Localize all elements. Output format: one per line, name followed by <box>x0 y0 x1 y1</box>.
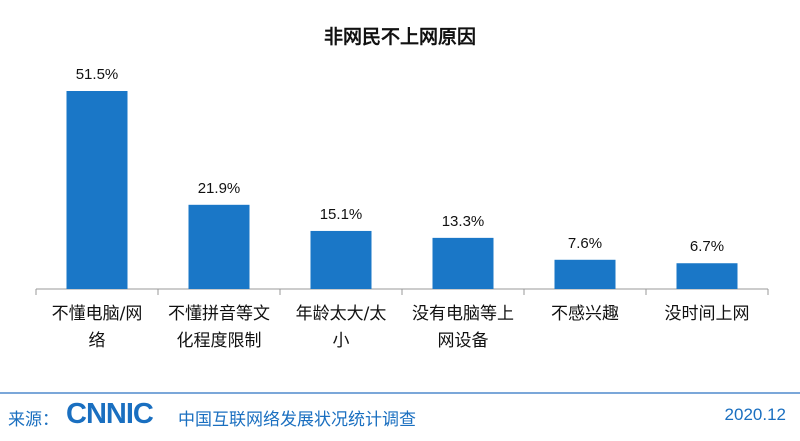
bar <box>310 230 372 289</box>
x-tick-label: 小 <box>333 331 350 351</box>
footer-divider <box>0 392 800 394</box>
x-tick-label: 没有电脑等上 <box>412 304 514 324</box>
bar <box>432 237 494 289</box>
x-tick-label: 不懂电脑/网 <box>52 304 143 324</box>
bar <box>676 263 738 289</box>
chart-title: 非网民不上网原因 <box>323 26 476 48</box>
bar <box>66 91 128 289</box>
bar <box>554 259 616 289</box>
bar <box>188 204 250 289</box>
source-label: 来源： <box>8 410 59 430</box>
data-label: 13.3% <box>442 213 485 230</box>
x-tick-label: 年龄太大/太 <box>296 304 387 324</box>
x-tick-label: 化程度限制 <box>177 331 262 351</box>
data-label: 7.6% <box>568 235 602 252</box>
data-label: 51.5% <box>76 66 119 83</box>
data-label: 21.9% <box>198 180 241 197</box>
cnnic-logo: CNNIC <box>66 398 154 430</box>
x-tick-label: 网设备 <box>438 331 489 351</box>
data-label: 6.7% <box>690 238 724 255</box>
source-text: 中国互联网络发展状况统计调查 <box>178 410 416 430</box>
report-date: 2020.12 <box>724 405 786 424</box>
x-tick-label: 没时间上网 <box>665 304 750 324</box>
x-tick-label: 络 <box>89 331 106 351</box>
data-label: 15.1% <box>320 206 363 223</box>
x-tick-label: 不感兴趣 <box>551 304 619 324</box>
x-tick-label: 不懂拼音等文 <box>168 304 270 324</box>
